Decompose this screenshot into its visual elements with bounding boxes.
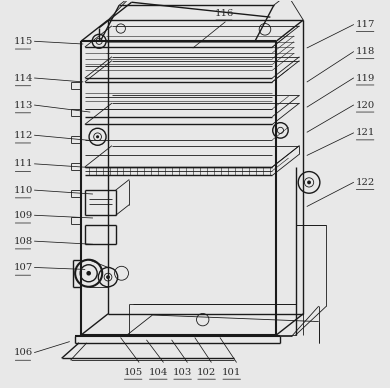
Text: 119: 119 — [355, 73, 375, 83]
Text: 104: 104 — [149, 368, 168, 377]
Text: 114: 114 — [13, 73, 33, 83]
Text: 102: 102 — [197, 368, 216, 377]
Text: 106: 106 — [13, 348, 32, 357]
Text: 105: 105 — [124, 368, 143, 377]
Text: 116: 116 — [215, 9, 234, 17]
Text: 122: 122 — [355, 178, 375, 187]
Text: 111: 111 — [13, 159, 33, 168]
Text: 108: 108 — [13, 237, 32, 246]
Text: 103: 103 — [173, 368, 192, 377]
Circle shape — [106, 275, 110, 279]
Text: 112: 112 — [13, 131, 33, 140]
Circle shape — [96, 135, 99, 139]
Circle shape — [307, 180, 311, 184]
Text: 110: 110 — [13, 185, 33, 195]
Text: 113: 113 — [13, 100, 33, 109]
Text: 109: 109 — [13, 211, 32, 220]
Circle shape — [86, 271, 91, 275]
Text: 117: 117 — [355, 20, 375, 29]
Text: 101: 101 — [222, 368, 241, 377]
Text: 118: 118 — [355, 47, 375, 56]
Text: 115: 115 — [13, 37, 33, 46]
Text: 121: 121 — [355, 128, 375, 137]
Text: 120: 120 — [355, 100, 375, 109]
Text: 107: 107 — [13, 263, 32, 272]
